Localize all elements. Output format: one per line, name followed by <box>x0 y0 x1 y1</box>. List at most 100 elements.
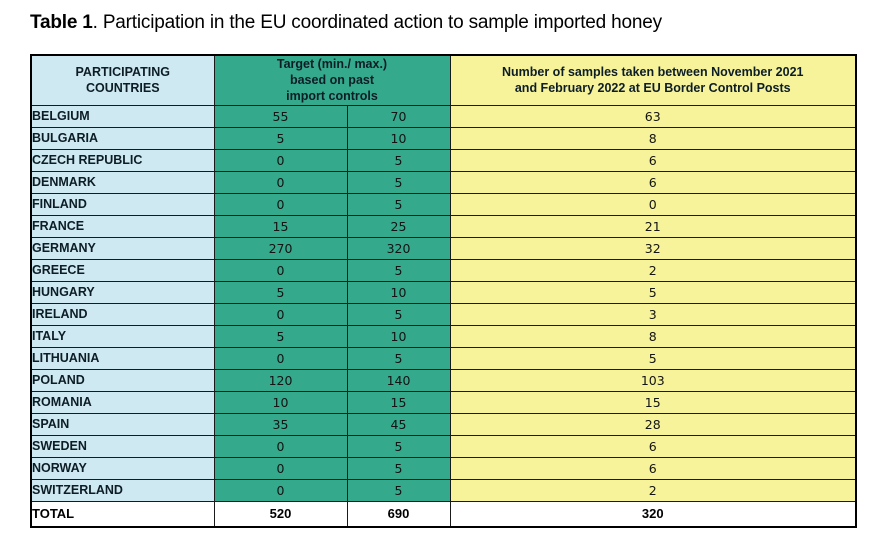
country-cell: CZECH REPUBLIC <box>30 148 215 172</box>
country-cell: FINLAND <box>30 192 215 216</box>
target-max-cell: 5 <box>346 170 451 194</box>
samples-cell: 6 <box>449 456 857 480</box>
target-max-cell: 10 <box>346 280 451 304</box>
target-max-cell: 10 <box>346 324 451 348</box>
samples-cell: 2 <box>449 478 857 502</box>
country-cell: SPAIN <box>30 412 215 436</box>
target-max-cell: 5 <box>346 192 451 216</box>
target-min-cell: 0 <box>213 170 348 194</box>
table-title-text: . Participation in the EU coordinated ac… <box>92 12 662 33</box>
samples-cell: 28 <box>449 412 857 436</box>
target-min-cell: 55 <box>213 104 348 128</box>
table-row: POLAND 120 140 103 <box>30 368 857 392</box>
table-row: NORWAY 0 5 6 <box>30 456 857 480</box>
total-samples-value: 320 <box>449 500 857 528</box>
target-max-cell: 140 <box>346 368 451 392</box>
table-row: SWITZERLAND 0 5 2 <box>30 478 857 502</box>
country-cell: FRANCE <box>30 214 215 238</box>
target-min-cell: 10 <box>213 390 348 414</box>
target-min-cell: 5 <box>213 126 348 150</box>
table-row: HUNGARY 5 10 5 <box>30 280 857 304</box>
country-cell: POLAND <box>30 368 215 392</box>
table-row: LITHUANIA 0 5 5 <box>30 346 857 370</box>
header-samples: Number of samples taken between November… <box>449 54 857 106</box>
samples-cell: 2 <box>449 258 857 282</box>
target-min-cell: 120 <box>213 368 348 392</box>
country-cell: SWEDEN <box>30 434 215 458</box>
target-max-cell: 15 <box>346 390 451 414</box>
target-max-cell: 5 <box>346 302 451 326</box>
target-min-cell: 0 <box>213 192 348 216</box>
table-row: BULGARIA 5 10 8 <box>30 126 857 150</box>
table-row: FRANCE 15 25 21 <box>30 214 857 238</box>
target-min-cell: 0 <box>213 258 348 282</box>
honey-sampling-table: PARTICIPATING COUNTRIES Target (min./ ma… <box>30 53 857 529</box>
table-row: ROMANIA 10 15 15 <box>30 390 857 414</box>
country-cell: GREECE <box>30 258 215 282</box>
samples-cell: 32 <box>449 236 857 260</box>
target-max-cell: 5 <box>346 148 451 172</box>
samples-cell: 0 <box>449 192 857 216</box>
samples-cell: 5 <box>449 346 857 370</box>
samples-cell: 6 <box>449 170 857 194</box>
target-min-cell: 0 <box>213 478 348 502</box>
total-label: TOTAL <box>30 500 215 528</box>
target-min-cell: 0 <box>213 302 348 326</box>
samples-cell: 6 <box>449 434 857 458</box>
target-max-cell: 320 <box>346 236 451 260</box>
country-cell: LITHUANIA <box>30 346 215 370</box>
table-row: ITALY 5 10 8 <box>30 324 857 348</box>
table-row: CZECH REPUBLIC 0 5 6 <box>30 148 857 172</box>
target-max-cell: 5 <box>346 478 451 502</box>
country-cell: ROMANIA <box>30 390 215 414</box>
target-min-cell: 0 <box>213 434 348 458</box>
country-cell: BULGARIA <box>30 126 215 150</box>
target-max-cell: 25 <box>346 214 451 238</box>
header-row: PARTICIPATING COUNTRIES Target (min./ ma… <box>30 54 857 106</box>
country-cell: HUNGARY <box>30 280 215 304</box>
samples-cell: 15 <box>449 390 857 414</box>
table-row: DENMARK 0 5 6 <box>30 170 857 194</box>
table-title: Table 1. Participation in the EU coordin… <box>30 12 855 35</box>
target-min-cell: 0 <box>213 148 348 172</box>
table-body: BELGIUM 55 70 63 BULGARIA 5 10 8 CZECH REPUBLIC 0… <box>30 104 857 502</box>
total-max-value: 690 <box>346 500 451 528</box>
target-min-cell: 0 <box>213 346 348 370</box>
samples-cell: 8 <box>449 126 857 150</box>
target-min-cell: 0 <box>213 456 348 480</box>
country-cell: IRELAND <box>30 302 215 326</box>
samples-cell: 3 <box>449 302 857 326</box>
country-cell: NORWAY <box>30 456 215 480</box>
samples-cell: 21 <box>449 214 857 238</box>
target-max-cell: 10 <box>346 126 451 150</box>
target-max-cell: 5 <box>346 456 451 480</box>
country-cell: GERMANY <box>30 236 215 260</box>
table-row: IRELAND 0 5 3 <box>30 302 857 326</box>
target-max-cell: 5 <box>346 346 451 370</box>
table-row: GERMANY 270 320 32 <box>30 236 857 260</box>
samples-cell: 63 <box>449 104 857 128</box>
table-row: FINLAND 0 5 0 <box>30 192 857 216</box>
target-max-cell: 70 <box>346 104 451 128</box>
samples-cell: 103 <box>449 368 857 392</box>
target-min-cell: 5 <box>213 280 348 304</box>
table-row: SPAIN 35 45 28 <box>30 412 857 436</box>
target-max-cell: 5 <box>346 258 451 282</box>
target-min-cell: 35 <box>213 412 348 436</box>
samples-cell: 8 <box>449 324 857 348</box>
target-min-cell: 270 <box>213 236 348 260</box>
table-row: GREECE 0 5 2 <box>30 258 857 282</box>
country-cell: BELGIUM <box>30 104 215 128</box>
total-row: TOTAL 520 690 320 <box>30 500 857 528</box>
country-cell: DENMARK <box>30 170 215 194</box>
table-row: BELGIUM 55 70 63 <box>30 104 857 128</box>
table-title-label: Table 1 <box>30 12 93 33</box>
target-min-cell: 5 <box>213 324 348 348</box>
samples-cell: 6 <box>449 148 857 172</box>
table-row: SWEDEN 0 5 6 <box>30 434 857 458</box>
target-max-cell: 45 <box>346 412 451 436</box>
target-max-cell: 5 <box>346 434 451 458</box>
country-cell: SWITZERLAND <box>30 478 215 502</box>
country-cell: ITALY <box>30 324 215 348</box>
